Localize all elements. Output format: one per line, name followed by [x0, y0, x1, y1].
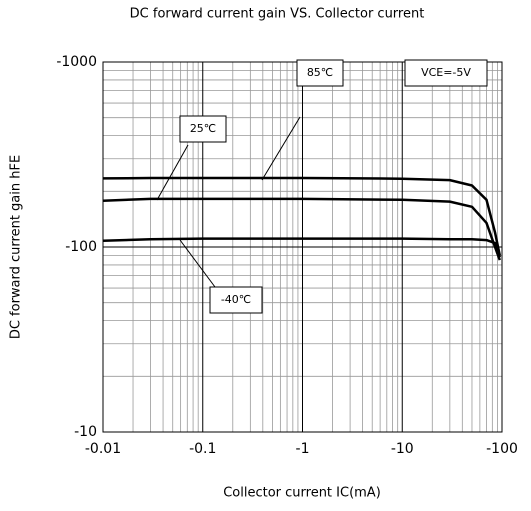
x-tick-label: -0.1: [189, 441, 216, 457]
series-line: [102, 237, 501, 258]
x-axis-label: Collector current IC(mA): [223, 486, 381, 501]
annotation: -40℃: [221, 293, 251, 306]
x-tick-label: -10: [391, 441, 414, 457]
x-tick-label: -0.01: [85, 441, 121, 457]
chart-title: DC forward current gain VS. Collector cu…: [130, 7, 425, 22]
x-tick-label: -1: [296, 441, 310, 457]
x-tick-label: -100: [486, 441, 518, 457]
leader-line: [156, 144, 189, 201]
annotation: 85℃: [307, 66, 333, 79]
annotation-box: [209, 286, 263, 314]
annotation: VCE=-5V: [421, 66, 471, 79]
y-tick-label: -100: [65, 239, 97, 255]
grid: [102, 61, 503, 433]
lines: [102, 176, 502, 261]
annotation-box: [404, 59, 488, 87]
series-line: [102, 197, 501, 261]
y-tick-label: -1000: [56, 54, 97, 70]
leader-line: [261, 116, 301, 181]
series-line: [102, 176, 502, 256]
annotations: 85℃ 25℃ -40℃ VCE=-5V: [156, 59, 488, 314]
leader-line: [179, 239, 216, 288]
annotation-box: [296, 59, 344, 87]
y-axis-label: DC forward current gain hFE: [9, 155, 24, 339]
y-tick-label: -10: [74, 424, 97, 440]
annotation-box: [179, 115, 227, 143]
annotation: 25℃: [190, 122, 216, 135]
